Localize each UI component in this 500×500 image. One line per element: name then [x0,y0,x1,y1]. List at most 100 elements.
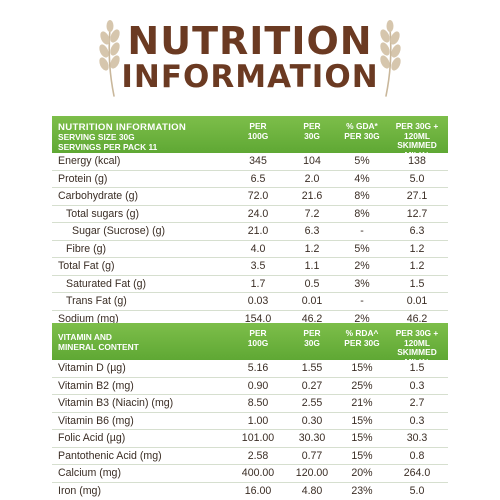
value-per100g: 2.58 [247,449,269,462]
value-gda: 5% [354,155,370,168]
value-gda: 3% [354,277,370,290]
table-row: Pantothenic Acid (mg) 2.58 0.77 15% 0.8 [52,448,448,465]
row-label: Total Fat (g) [58,260,115,273]
value-gda: - [360,225,364,238]
table-row: Protein (g) 6.5 2.0 4% 5.0 [52,171,448,188]
value-per100g: 6.5 [250,172,266,185]
value-with-milk: 1.2 [409,242,425,255]
value-per100g: 400.00 [241,467,275,480]
value-gda: 4% [354,172,370,185]
value-rda: 15% [351,432,373,445]
page-title: NUTRITION INFORMATION [0,22,500,93]
row-label: Protein (g) [58,172,108,185]
value-per100g: 72.0 [247,190,269,203]
value-with-milk: 0.01 [406,295,428,308]
value-per30g: 46.2 [301,312,323,325]
table-row: Carbohydrate (g) 72.0 21.6 8% 27.1 [52,188,448,205]
value-with-milk: 2.7 [409,397,425,410]
value-with-milk: 264.0 [403,467,431,480]
value-with-milk: 46.2 [406,312,428,325]
column-header-per30g: PER 30G [303,121,321,141]
value-per30g: 2.0 [304,172,320,185]
vitamin-table: VITAMIN AND MINERAL CONTENT PER 100G PER 3… [52,323,448,499]
header-label-line: MINERAL CONTENT [58,341,139,352]
title-line-2: INFORMATION [121,59,379,95]
value-per30g: 0.30 [301,414,323,427]
column-header-with-milk: PER 30G + 120ML SKIMMED MILK† [395,121,439,160]
table-row: Saturated Fat (g) 1.7 0.5 3% 1.5 [52,276,448,293]
vitamin-table-header: VITAMIN AND MINERAL CONTENT PER 100G PER 3… [52,323,448,367]
row-label: Vitamin B3 (Niacin) (mg) [58,397,174,410]
table-row: Vitamin B2 (mg) 0.90 0.27 25% 0.3 [52,378,448,395]
value-gda: 8% [354,207,370,220]
value-per100g: 4.0 [250,242,266,255]
value-per100g: 154.0 [244,312,272,325]
column-header-gda: % GDA* PER 30G [344,121,380,141]
wheat-icon [380,20,401,97]
header-label: VITAMIN AND MINERAL CONTENT [52,323,230,360]
value-per100g: 21.0 [247,225,269,238]
column-header-with-milk: PER 30G + 120ML SKIMMED MILK† [395,328,439,367]
value-per30g: 1.55 [301,362,323,375]
value-with-milk: 30.3 [406,432,428,445]
row-label: Energy (kcal) [58,155,121,168]
value-per30g: 1.1 [304,260,320,273]
value-per30g: 2.55 [301,397,323,410]
value-per30g: 7.2 [304,207,320,220]
wheat-icon [99,20,120,97]
value-rda: 23% [351,484,373,497]
table-row: Total sugars (g) 24.0 7.2 8% 12.7 [52,206,448,223]
column-header-rda: % RDA^ PER 30G [344,328,380,348]
row-label: Folic Acid (µg) [58,432,126,445]
row-label: Carbohydrate (g) [58,190,139,203]
value-with-milk: 27.1 [406,190,428,203]
value-per30g: 21.6 [301,190,323,203]
row-label: Vitamin B6 (mg) [58,414,134,427]
value-per100g: 5.16 [247,362,269,375]
title-line-1: NUTRITION [127,19,373,63]
header-label-line: SERVINGS PER PACK 11 [58,141,158,152]
value-per30g: 0.77 [301,449,323,462]
table-row: Vitamin B3 (Niacin) (mg) 8.50 2.55 21% 2… [52,395,448,412]
value-per30g: 0.27 [301,379,323,392]
value-with-milk: 0.3 [409,414,425,427]
header-label: NUTRITION INFORMATION SERVING SIZE 30G S… [52,116,230,153]
header-label-line: NUTRITION INFORMATION [58,122,187,133]
value-with-milk: 1.5 [409,362,425,375]
table-row: Total Fat (g) 3.5 1.1 2% 1.2 [52,258,448,275]
value-with-milk: 6.3 [409,225,425,238]
value-with-milk: 1.5 [409,277,425,290]
value-rda: 20% [351,467,373,480]
value-per100g: 345 [249,155,267,168]
column-header-per100g: PER 100G [247,328,269,348]
row-label: Total sugars (g) [66,207,140,220]
value-per100g: 3.5 [250,260,266,273]
table-row: Calcium (mg) 400.00 120.00 20% 264.0 [52,465,448,482]
value-rda: 25% [351,379,373,392]
row-label: Sugar (Sucrose) (g) [72,225,166,238]
table-row: Vitamin D (µg) 5.16 1.55 15% 1.5 [52,360,448,377]
table-row: Sodium (mg) 154.0 46.2 2% 46.2 [52,311,448,328]
table-row: Energy (kcal) 345 104 5% 138 [52,153,448,170]
value-per100g: 101.00 [241,432,275,445]
row-label: Iron (mg) [58,484,101,497]
value-with-milk: 1.2 [409,260,425,273]
value-with-milk: 138 [408,155,426,168]
value-per100g: 0.03 [247,295,269,308]
value-gda: - [360,295,364,308]
value-per30g: 120.00 [295,467,329,480]
value-gda: 2% [354,260,370,273]
value-per100g: 8.50 [247,397,269,410]
value-per100g: 1.7 [250,277,266,290]
row-label: Trans Fat (g) [66,295,127,308]
value-gda: 2% [354,312,370,325]
header-label-line: VITAMIN AND [58,332,112,342]
value-per100g: 24.0 [247,207,269,220]
nutrition-table-header: NUTRITION INFORMATION SERVING SIZE 30G S… [52,116,448,160]
value-per30g: 0.01 [301,295,323,308]
table-row: Folic Acid (µg) 101.00 30.30 15% 30.3 [52,430,448,447]
value-rda: 15% [351,449,373,462]
table-row: Sugar (Sucrose) (g) 21.0 6.3 - 6.3 [52,223,448,240]
row-label: Vitamin B2 (mg) [58,379,134,392]
value-with-milk: 0.8 [409,449,425,462]
